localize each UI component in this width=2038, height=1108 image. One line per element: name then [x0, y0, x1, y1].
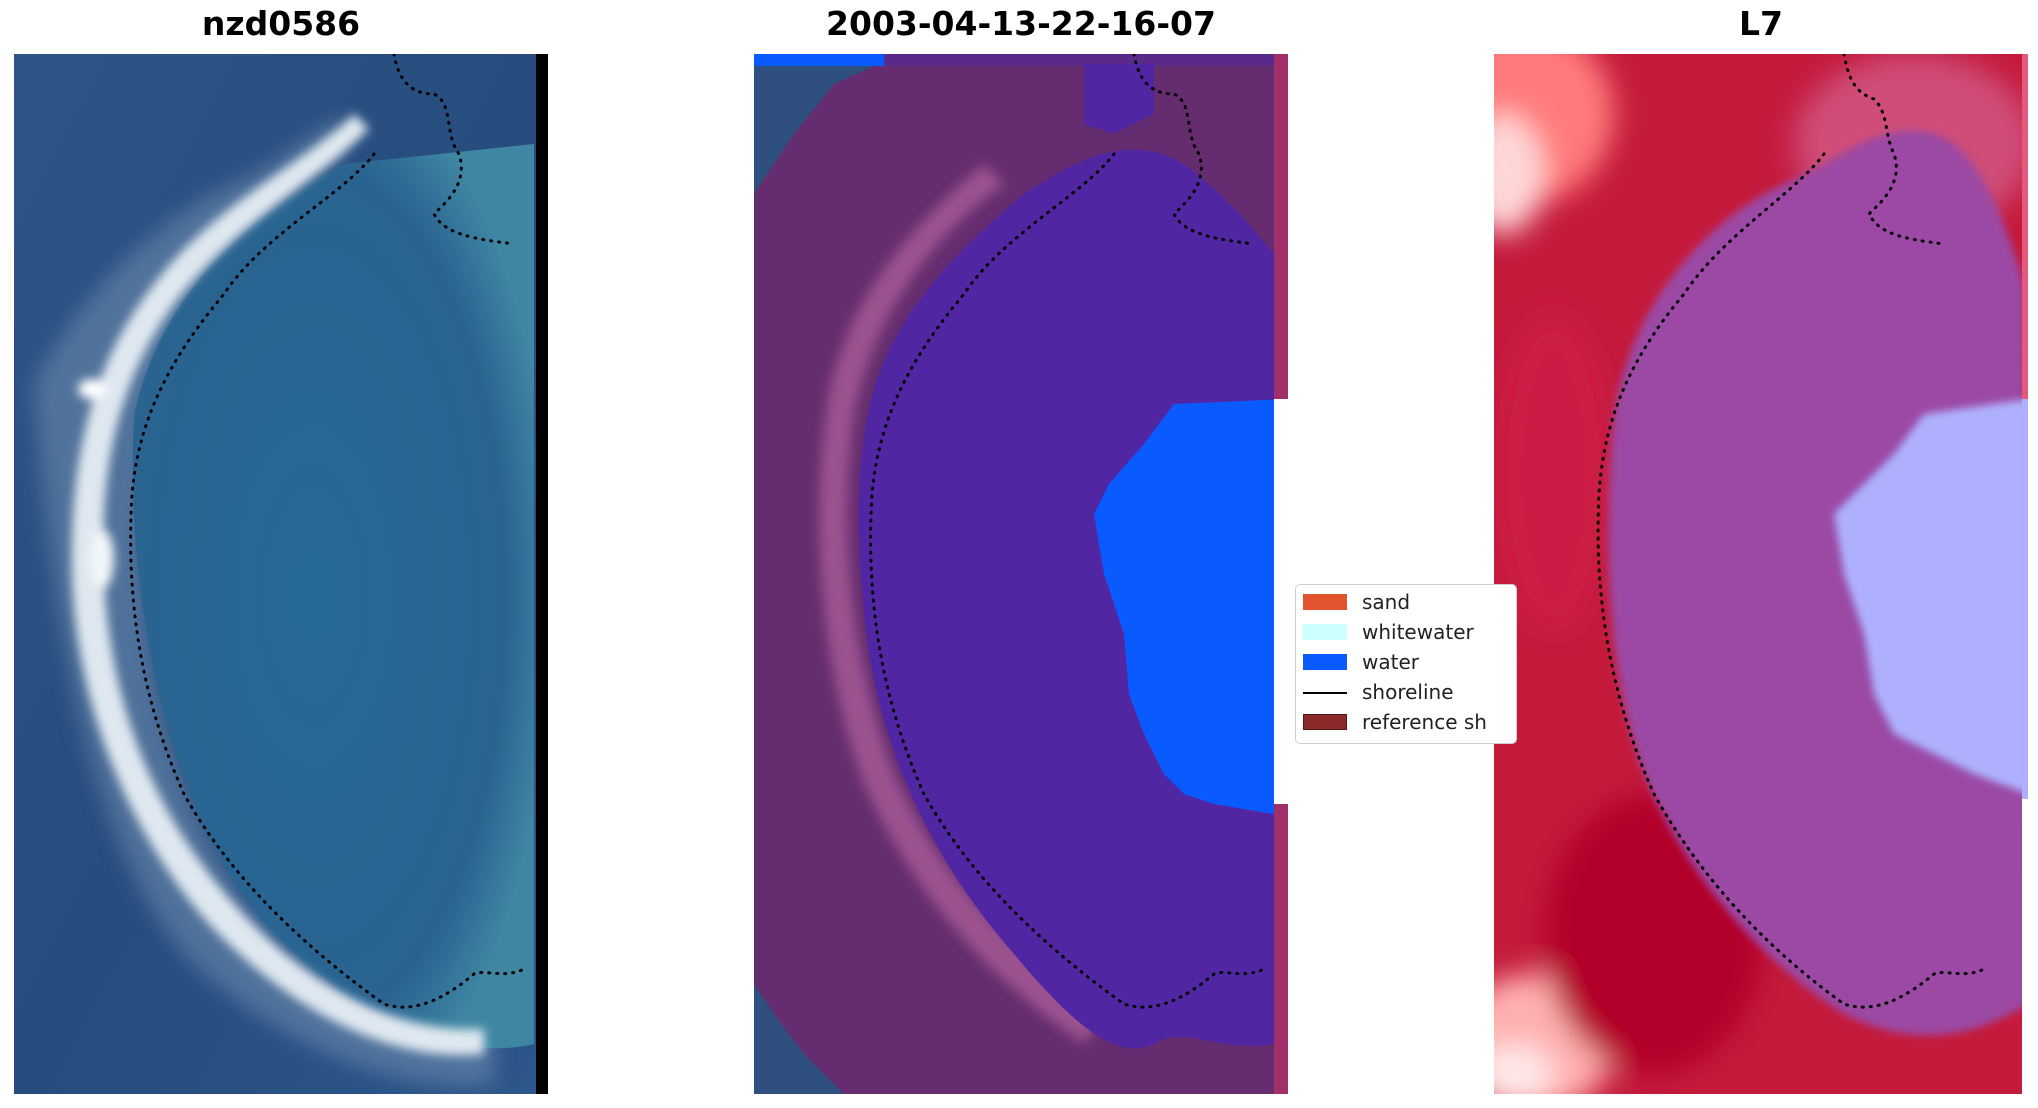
water-index-panel [1494, 54, 2028, 1094]
water-swatch [1303, 654, 1347, 670]
reference-shoreline-3 [1596, 54, 1986, 1009]
reef-flat [34, 114, 494, 1086]
lagoon [132, 144, 535, 1049]
legend: sand whitewater water shoreline referenc… [1295, 584, 1517, 744]
top-water-strip [754, 54, 884, 66]
reference-shoreline-swatch [1303, 714, 1347, 730]
whitewater-swatch [1303, 624, 1347, 640]
reference-shoreline-2 [869, 54, 1266, 1009]
classification-panel [754, 54, 1288, 1094]
sand-swatch [1303, 594, 1347, 610]
right-strip [2022, 54, 2028, 399]
legend-label-sand: sand [1362, 590, 1411, 614]
water-class-open [1094, 399, 1288, 814]
legend-label-water: water [1362, 650, 1419, 674]
water-class-lagoon-center [1084, 64, 1154, 134]
lagoon-index-region [1608, 130, 2028, 1036]
legend-label-shoreline: shoreline [1362, 680, 1454, 704]
legend-label-whitewater: whitewater [1362, 620, 1474, 644]
panel-title-satellite: L7 [1739, 4, 1783, 43]
panel-title-date: 2003-04-13-22-16-07 [826, 4, 1216, 43]
panel-title-image-id: nzd0586 [201, 4, 361, 43]
water-class-region [858, 149, 1274, 1049]
legend-label-reference: reference sh [1362, 710, 1487, 734]
edge-strip [1274, 54, 1288, 399]
rgb-image-panel [14, 54, 548, 1094]
shoreline-line [1303, 692, 1347, 694]
open-water-index-region [1834, 399, 2028, 794]
reference-shoreline [129, 54, 526, 1009]
nodata-strip [536, 54, 548, 1094]
